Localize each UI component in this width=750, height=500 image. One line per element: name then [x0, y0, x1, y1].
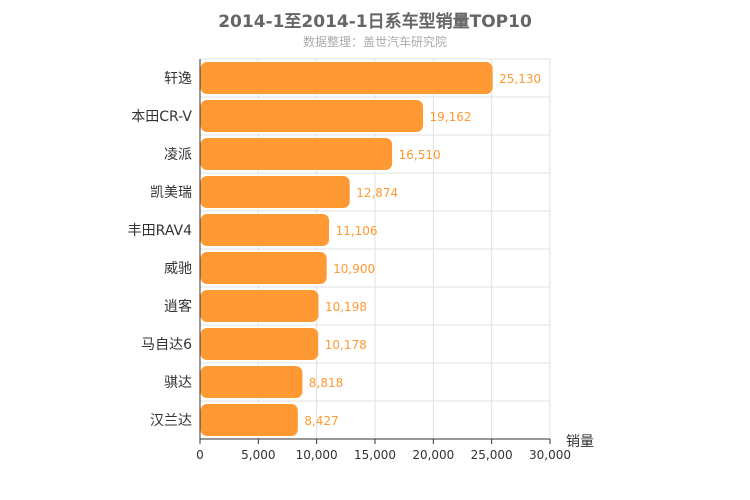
- category-label: 骐达: [164, 375, 192, 391]
- bar: [199, 289, 320, 323]
- chart-subtitle: 数据整理：盖世汽车研究院: [302, 35, 447, 49]
- category-label: 凯美瑞: [150, 185, 192, 201]
- bar-value-label: 12,874: [356, 186, 398, 200]
- x-tick-label: 20,000: [412, 448, 454, 462]
- bar-value-label: 19,162: [430, 110, 472, 124]
- bar: [199, 251, 328, 285]
- x-tick-label: 10,000: [296, 448, 338, 462]
- bar: [199, 327, 320, 361]
- category-label: 汉兰达: [150, 413, 192, 429]
- category-label: 轩逸: [164, 71, 192, 87]
- category-label: 逍客: [164, 298, 192, 315]
- bar: [199, 99, 425, 133]
- category-label: 本田CR-V: [131, 109, 192, 125]
- category-label: 丰田RAV4: [128, 223, 192, 239]
- bar-value-label: 16,510: [399, 148, 441, 162]
- bar-value-label: 10,198: [325, 300, 367, 314]
- x-tick-label: 5,000: [241, 448, 275, 462]
- bar-value-label: 8,427: [304, 414, 338, 428]
- category-label: 威驰: [164, 261, 192, 277]
- category-label: 凌派: [164, 147, 192, 163]
- x-tick-label: 15,000: [354, 448, 396, 462]
- bars: 25,130 19,162 16,510 12,874 11,106 10,900 10,1…: [199, 61, 541, 437]
- x-axis-title: 销量: [566, 434, 594, 450]
- x-tick-label: 25,000: [471, 448, 513, 462]
- bar-value-label: 25,130: [499, 72, 541, 86]
- bar: [199, 61, 494, 95]
- bar-value-label: 8,818: [309, 376, 343, 390]
- bar: [199, 137, 394, 171]
- bar-value-label: 10,900: [333, 262, 375, 276]
- category-label: 马自达6: [141, 337, 192, 353]
- bar-value-label: 11,106: [336, 224, 378, 238]
- bar-value-label: 10,178: [325, 338, 367, 352]
- chart-title: 2014-1至2014-1日系车型销量TOP10: [218, 12, 532, 32]
- x-tick-label: 30,000: [529, 448, 571, 462]
- x-tick-label: 0: [196, 448, 204, 462]
- bar: [199, 365, 304, 399]
- bar: [199, 175, 351, 209]
- bar: [199, 213, 331, 247]
- bar: [199, 403, 299, 437]
